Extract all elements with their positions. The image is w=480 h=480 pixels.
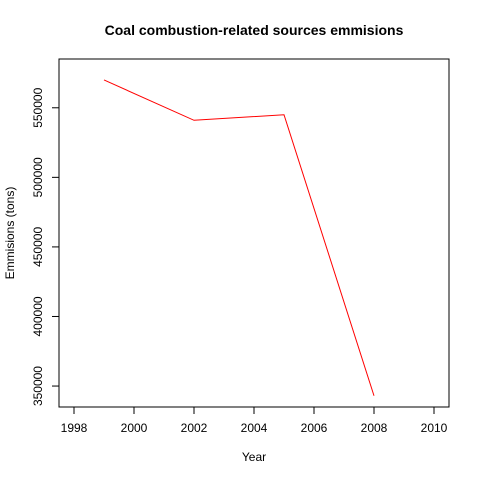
x-tick-label: 2010	[421, 421, 448, 435]
y-tick-label: 400000	[31, 296, 45, 336]
series-layer	[103, 79, 375, 396]
x-tick-label: 2006	[301, 421, 328, 435]
y-axis-label: Emmisions (tons)	[3, 187, 17, 280]
y-tick-label: 550000	[31, 87, 45, 127]
y-axis: 350000 400000 450000 500000 550000	[31, 87, 60, 406]
series-line	[103, 79, 375, 396]
plot-frame	[58, 58, 450, 408]
chart-title: Coal combustion-related sources emmision…	[105, 22, 404, 38]
x-axis: 1998 2000 2002 2004 2006 2008 2010	[61, 406, 448, 435]
y-tick-label: 350000	[31, 366, 45, 406]
y-tick-label: 450000	[31, 227, 45, 267]
x-axis-label: Year	[242, 450, 266, 464]
x-tick-label: 2000	[121, 421, 148, 435]
x-tick-label: 2002	[181, 421, 208, 435]
y-tick-label: 500000	[31, 157, 45, 197]
x-tick-label: 1998	[61, 421, 88, 435]
x-tick-label: 2004	[241, 421, 268, 435]
x-tick-label: 2008	[361, 421, 388, 435]
